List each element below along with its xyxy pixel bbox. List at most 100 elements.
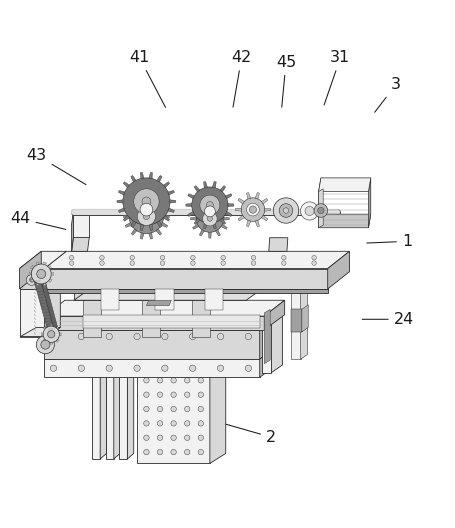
Polygon shape [35,284,39,286]
Circle shape [199,195,219,215]
Polygon shape [148,172,152,178]
Circle shape [130,256,134,260]
Text: 3: 3 [374,78,400,112]
Circle shape [197,363,203,369]
Polygon shape [318,178,370,192]
Polygon shape [146,300,171,306]
Polygon shape [186,203,192,206]
Circle shape [281,256,285,260]
Circle shape [36,336,54,354]
Polygon shape [300,285,307,359]
Circle shape [311,261,316,266]
Polygon shape [156,197,161,204]
Circle shape [245,365,251,371]
Polygon shape [163,215,169,221]
Polygon shape [161,222,167,228]
Circle shape [311,256,316,260]
Circle shape [197,378,203,383]
Polygon shape [261,215,267,221]
Text: 45: 45 [275,55,295,107]
Circle shape [202,211,217,226]
Polygon shape [49,280,52,282]
Circle shape [162,333,168,340]
Polygon shape [137,355,209,464]
Circle shape [157,421,162,426]
Polygon shape [83,298,101,336]
Polygon shape [203,182,207,188]
Circle shape [26,275,37,285]
Polygon shape [259,344,279,378]
Polygon shape [212,222,216,229]
Circle shape [134,365,140,371]
Circle shape [37,269,46,278]
Circle shape [184,449,190,455]
Polygon shape [212,182,216,188]
Circle shape [245,333,251,340]
Circle shape [130,261,134,266]
Polygon shape [268,238,287,251]
Circle shape [171,407,176,412]
Polygon shape [43,340,46,343]
Circle shape [184,435,190,440]
Polygon shape [194,186,199,192]
Circle shape [160,256,164,260]
Polygon shape [140,172,144,178]
Circle shape [184,378,190,383]
Circle shape [217,365,223,371]
Polygon shape [167,208,174,212]
Polygon shape [255,193,259,199]
Circle shape [189,365,196,371]
Polygon shape [192,224,198,229]
Polygon shape [131,175,136,182]
Circle shape [217,333,223,340]
Polygon shape [44,315,279,329]
Circle shape [78,365,84,371]
Circle shape [106,333,112,340]
Text: 41: 41 [129,50,165,107]
Polygon shape [246,193,250,199]
Polygon shape [41,333,43,336]
Circle shape [160,261,164,266]
Polygon shape [43,326,46,328]
Polygon shape [43,284,47,286]
Text: 31: 31 [324,50,350,105]
Text: 2: 2 [226,425,276,445]
Polygon shape [167,191,174,195]
Polygon shape [20,251,41,289]
Polygon shape [205,289,223,310]
Polygon shape [123,182,129,187]
Polygon shape [259,315,279,359]
Polygon shape [192,208,198,213]
Polygon shape [215,201,220,208]
Polygon shape [118,191,125,195]
Polygon shape [44,289,327,294]
Circle shape [41,340,50,349]
Circle shape [157,378,162,383]
Circle shape [30,278,34,282]
Polygon shape [142,298,160,336]
Polygon shape [223,217,229,220]
Circle shape [100,256,104,260]
Circle shape [197,421,203,426]
Polygon shape [29,272,31,276]
Polygon shape [106,341,114,459]
Polygon shape [290,309,301,332]
Polygon shape [51,272,53,276]
Polygon shape [368,178,370,228]
Circle shape [143,378,149,383]
Polygon shape [318,178,320,228]
Circle shape [191,187,228,223]
Polygon shape [270,300,282,373]
Polygon shape [101,289,119,310]
Circle shape [171,392,176,398]
Polygon shape [209,345,225,464]
Polygon shape [123,215,129,218]
Circle shape [184,363,190,369]
Polygon shape [262,308,270,373]
Circle shape [134,333,140,340]
Circle shape [197,407,203,412]
Polygon shape [228,203,233,206]
Polygon shape [35,262,39,265]
Polygon shape [157,221,162,228]
Circle shape [241,198,264,221]
